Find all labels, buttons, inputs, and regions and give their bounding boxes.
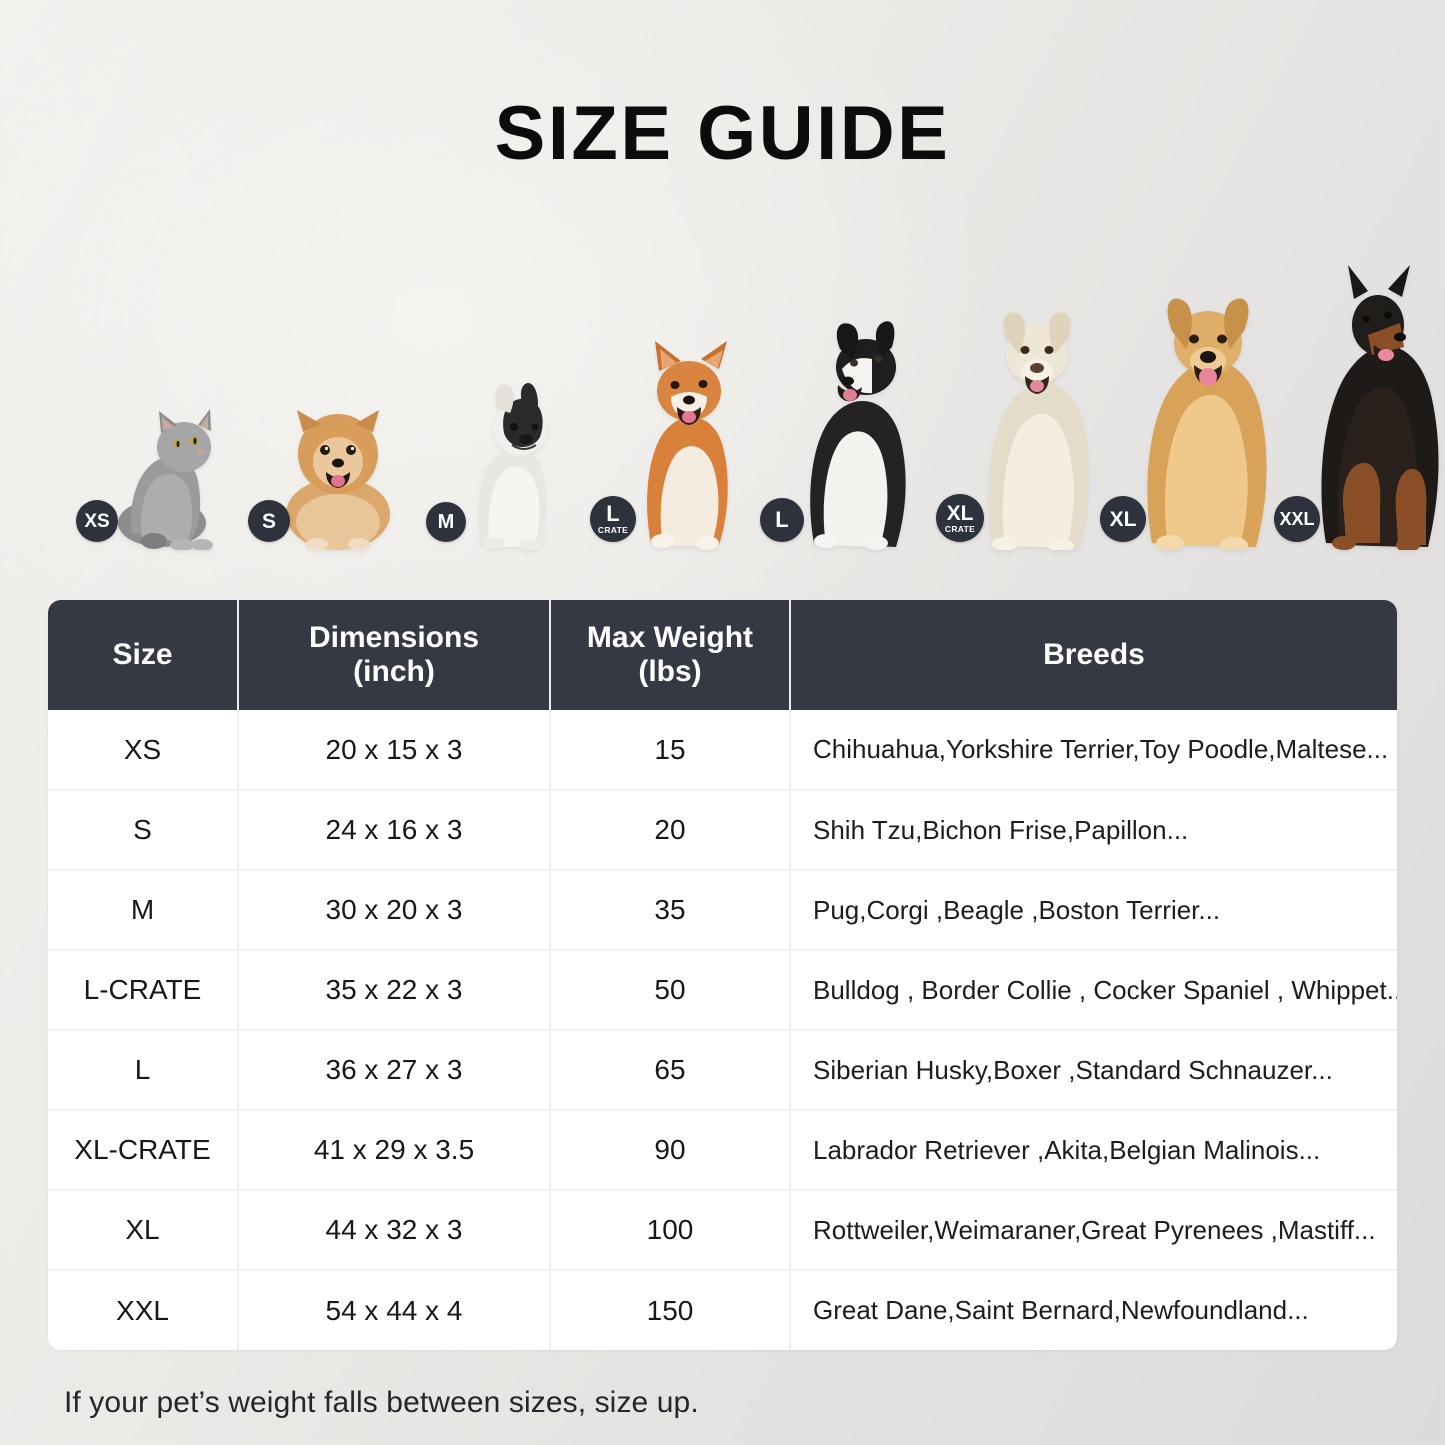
badge-l-crate-sublabel: CRATE [597, 525, 629, 536]
table-row: XXL 54 x 44 x 4 150 Great Dane,Saint Ber… [48, 1270, 1397, 1350]
cell-weight: 50 [550, 950, 791, 1031]
golden-retriever-illustration [1146, 298, 1267, 550]
cell-dimensions: 20 x 15 x 3 [238, 710, 551, 791]
cell-dimensions: 54 x 44 x 4 [238, 1270, 551, 1350]
badge-xxl: XXL [1274, 496, 1320, 542]
badge-xs: XS [76, 500, 118, 542]
page-title: SIZE GUIDE [494, 91, 951, 176]
badge-xl: XL [1100, 496, 1146, 542]
column-header-max-weight-line1: Max Weight [586, 620, 754, 654]
lineup-item-xxl: XXL [1274, 265, 1445, 550]
column-header-max-weight: Max Weight (lbs) [550, 600, 791, 710]
badge-l-label: L [775, 507, 789, 532]
column-header-breeds: Breeds [790, 600, 1397, 710]
cell-size: XL [48, 1190, 239, 1271]
column-header-dimensions-line1: Dimensions [308, 620, 480, 654]
cell-breeds: Shih Tzu,Bichon Frise,Papillon... [790, 790, 1397, 871]
badge-xl-crate-sublabel: CRATE [944, 523, 976, 534]
cell-dimensions: 36 x 27 x 3 [238, 1030, 551, 1111]
column-header-size-line1: Size [112, 637, 173, 671]
table-row: XL 44 x 32 x 3 100 Rottweiler,Weimaraner… [48, 1190, 1397, 1271]
cell-dimensions: 30 x 20 x 3 [238, 870, 551, 951]
cell-weight: 35 [550, 870, 791, 951]
column-header-max-weight-line2: (lbs) [638, 655, 702, 688]
cell-weight: 20 [550, 790, 791, 871]
cell-dimensions: 35 x 22 x 3 [238, 950, 551, 1031]
size-table: Size Dimensions (inch) Max Weight (lbs) … [48, 600, 1397, 1350]
badge-l-crate-label: L [606, 501, 620, 527]
size-up-note: If your pet’s weight falls between sizes… [64, 1386, 699, 1419]
cell-weight: 150 [550, 1270, 791, 1350]
table-header-row: Size Dimensions (inch) Max Weight (lbs) … [48, 600, 1397, 710]
size-table-container: Size Dimensions (inch) Max Weight (lbs) … [48, 600, 1397, 1350]
badge-m-label: M [437, 511, 455, 533]
table-body: XS 20 x 15 x 3 15 Chihuahua,Yorkshire Te… [48, 710, 1397, 1350]
badge-xl-crate: XL CRATE [936, 494, 984, 542]
table-header: Size Dimensions (inch) Max Weight (lbs) … [48, 600, 1397, 710]
cell-size: L [48, 1030, 239, 1111]
badge-xxl-label: XXL [1279, 509, 1315, 529]
table-row: XS 20 x 15 x 3 15 Chihuahua,Yorkshire Te… [48, 710, 1397, 791]
cell-dimensions: 41 x 29 x 3.5 [238, 1110, 551, 1191]
lineup-item-l: L [760, 315, 950, 550]
table-row: M 30 x 20 x 3 35 Pug,Corgi ,Beagle ,Bost… [48, 870, 1397, 951]
cell-size: XL-CRATE [48, 1110, 239, 1191]
cell-weight: 90 [550, 1110, 791, 1191]
cell-breeds: Siberian Husky,Boxer ,Standard Schnauzer… [790, 1030, 1397, 1111]
badge-s-label: S [261, 509, 276, 533]
badge-xl-crate-label: XL [946, 501, 974, 525]
table-row: L-CRATE 35 x 22 x 3 50 Bulldog , Border … [48, 950, 1397, 1031]
lineup-item-s: S [248, 395, 428, 550]
column-header-breeds-line1: Breeds [1043, 637, 1145, 671]
cell-weight: 15 [550, 710, 791, 791]
cell-breeds: Labrador Retriever ,Akita,Belgian Malino… [790, 1110, 1397, 1191]
cell-breeds: Chihuahua,Yorkshire Terrier,Toy Poodle,M… [790, 710, 1397, 791]
french-bulldog-illustration [478, 383, 547, 550]
labrador-illustration [989, 312, 1089, 550]
badge-m: M [426, 502, 466, 542]
cell-size: S [48, 790, 239, 871]
cell-weight: 65 [550, 1030, 791, 1111]
badge-xs-label: XS [84, 510, 110, 532]
cell-dimensions: 24 x 16 x 3 [238, 790, 551, 871]
pomeranian-illustration [286, 410, 390, 550]
cell-size: M [48, 870, 239, 951]
shiba-inu-illustration [647, 341, 728, 550]
cell-breeds: Bulldog , Border Collie , Cocker Spaniel… [790, 950, 1397, 1031]
cell-breeds: Great Dane,Saint Bernard,Newfoundland... [790, 1270, 1397, 1350]
lineup-item-xl-crate: XL CRATE [936, 300, 1136, 550]
badge-l-crate: L CRATE [590, 496, 636, 542]
column-header-dimensions: Dimensions (inch) [238, 600, 551, 710]
lineup-item-l-crate: L CRATE [590, 335, 780, 550]
table-row: S 24 x 16 x 3 20 Shih Tzu,Bichon Frise,P… [48, 790, 1397, 871]
grey-cat-illustration [117, 409, 213, 550]
doberman-illustration [1321, 265, 1439, 550]
table-row: L 36 x 27 x 3 65 Siberian Husky,Boxer ,S… [48, 1030, 1397, 1111]
lineup-item-m: M [426, 375, 596, 550]
badge-s: S [248, 500, 290, 542]
badge-xl-label: XL [1109, 507, 1137, 531]
table-row: XL-CRATE 41 x 29 x 3.5 90 Labrador Retri… [48, 1110, 1397, 1191]
cell-size: L-CRATE [48, 950, 239, 1031]
cell-size: XS [48, 710, 239, 791]
lineup-item-xl: XL [1100, 285, 1315, 550]
cell-size: XXL [48, 1270, 239, 1350]
cell-dimensions: 44 x 32 x 3 [238, 1190, 551, 1271]
border-collie-illustration [810, 321, 906, 550]
column-header-size: Size [48, 600, 239, 710]
cell-weight: 100 [550, 1190, 791, 1271]
column-header-dimensions-line2: (inch) [353, 655, 435, 688]
lineup-item-xs: XS [76, 395, 251, 550]
cell-breeds: Pug,Corgi ,Beagle ,Boston Terrier... [790, 870, 1397, 951]
cell-breeds: Rottweiler,Weimaraner,Great Pyrenees ,Ma… [790, 1190, 1397, 1271]
animal-lineup: XS S [48, 250, 1439, 550]
badge-l: L [760, 498, 804, 542]
